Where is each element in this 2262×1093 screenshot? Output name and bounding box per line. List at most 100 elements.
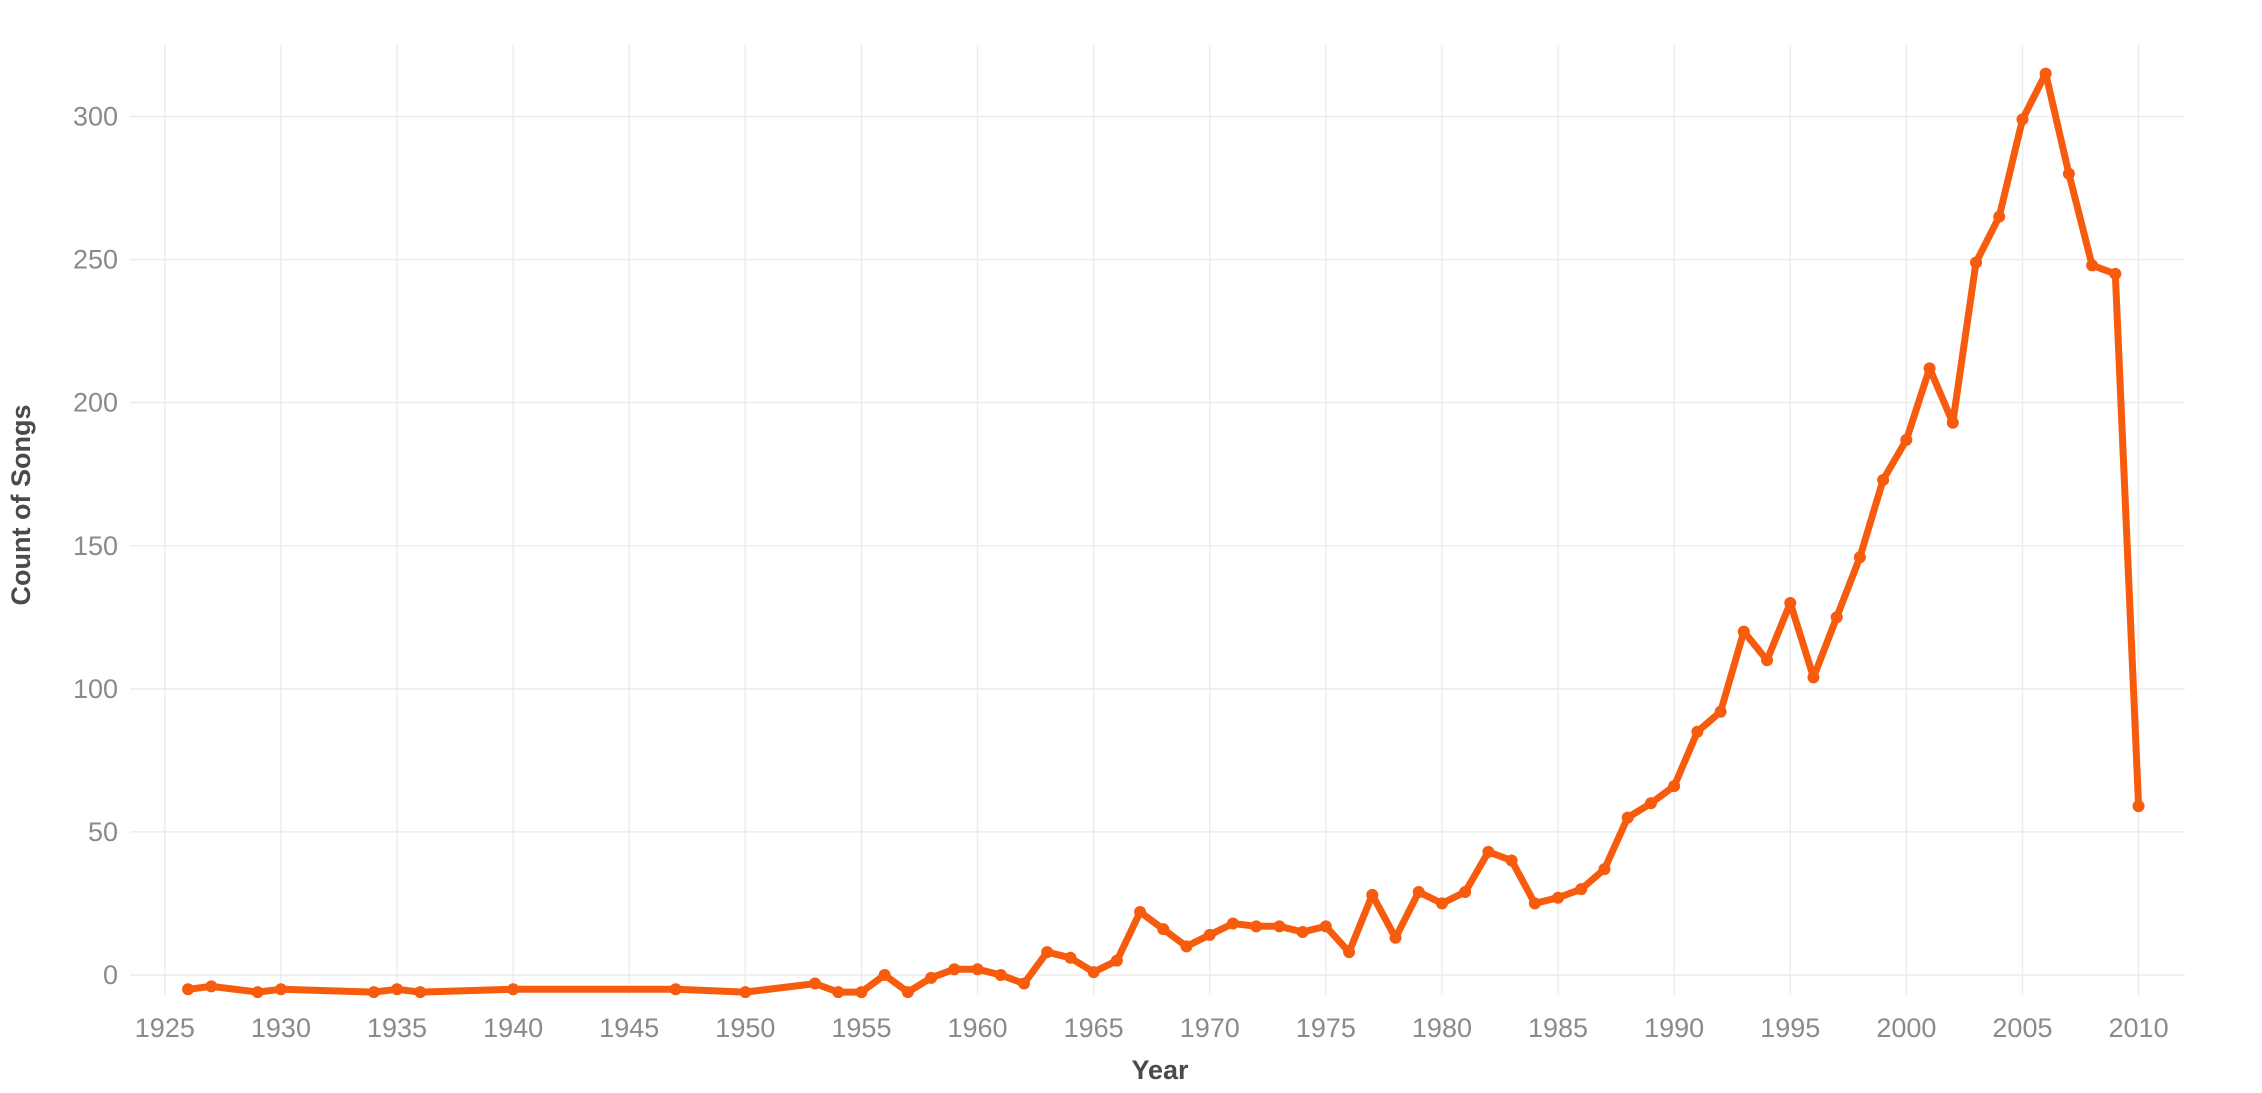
x-tick-label: 1985 bbox=[1528, 1013, 1588, 1043]
data-point bbox=[1923, 362, 1936, 375]
x-tick-label: 1975 bbox=[1296, 1013, 1356, 1043]
data-point bbox=[1552, 891, 1565, 904]
data-point bbox=[182, 983, 195, 996]
x-tick-label: 2005 bbox=[1992, 1013, 2052, 1043]
x-tick-label: 1945 bbox=[599, 1013, 659, 1043]
data-point bbox=[1296, 926, 1309, 939]
y-axis-title: Count of Songs bbox=[6, 405, 36, 606]
data-point bbox=[1505, 854, 1518, 867]
x-tick-label: 1950 bbox=[715, 1013, 775, 1043]
data-point bbox=[948, 963, 961, 976]
data-point bbox=[1041, 946, 1054, 959]
data-point bbox=[1134, 906, 1147, 919]
data-point bbox=[1993, 210, 2006, 223]
data-point bbox=[994, 968, 1007, 981]
data-point bbox=[1575, 883, 1588, 896]
x-tick-label: 1955 bbox=[831, 1013, 891, 1043]
data-point bbox=[971, 963, 984, 976]
data-point bbox=[1668, 780, 1681, 793]
x-tick-label: 1960 bbox=[948, 1013, 1008, 1043]
data-point bbox=[1343, 946, 1356, 959]
x-tick-label: 1970 bbox=[1180, 1013, 1240, 1043]
data-point bbox=[669, 983, 682, 996]
x-tick-label: 1980 bbox=[1412, 1013, 1472, 1043]
data-point bbox=[1807, 671, 1820, 684]
x-tick-label: 1935 bbox=[367, 1013, 427, 1043]
data-point bbox=[1273, 920, 1286, 933]
data-point bbox=[925, 971, 938, 984]
series-line bbox=[184, 70, 2143, 996]
y-axis-ticks: 0 50 100 150 200 250 300 bbox=[73, 102, 118, 990]
data-point bbox=[1784, 596, 1797, 609]
y-tick-label: 50 bbox=[88, 817, 118, 847]
x-tick-label: 1930 bbox=[251, 1013, 311, 1043]
data-point bbox=[1598, 863, 1611, 876]
y-tick-label: 300 bbox=[73, 102, 118, 132]
data-point bbox=[2086, 259, 2099, 272]
data-point bbox=[1017, 977, 1030, 990]
data-point bbox=[1528, 897, 1541, 910]
data-point bbox=[1737, 625, 1750, 638]
data-point bbox=[274, 983, 287, 996]
data-point bbox=[414, 986, 427, 999]
data-point bbox=[1412, 885, 1425, 898]
data-point bbox=[1877, 473, 1890, 486]
data-point bbox=[1853, 551, 1866, 564]
data-point bbox=[1970, 256, 1983, 269]
data-points bbox=[182, 67, 2145, 999]
data-point bbox=[1064, 951, 1077, 964]
data-point bbox=[1226, 917, 1239, 930]
x-tick-label: 1940 bbox=[483, 1013, 543, 1043]
data-point bbox=[1946, 416, 1959, 429]
data-point bbox=[1714, 705, 1727, 718]
data-point bbox=[2039, 67, 2052, 80]
data-point bbox=[1621, 811, 1634, 824]
data-point bbox=[2132, 800, 2145, 813]
x-axis-title: Year bbox=[1131, 1055, 1189, 1085]
data-point bbox=[1319, 920, 1332, 933]
data-point bbox=[205, 980, 218, 993]
data-point bbox=[391, 983, 404, 996]
y-tick-label: 100 bbox=[73, 674, 118, 704]
data-point bbox=[1459, 885, 1472, 898]
data-point bbox=[2109, 267, 2122, 280]
data-point bbox=[1691, 725, 1704, 738]
y-tick-label: 0 bbox=[103, 960, 118, 990]
data-point bbox=[901, 986, 914, 999]
data-point bbox=[855, 986, 868, 999]
x-axis-ticks: 1925 1930 1935 1940 1945 1950 1955 1960 1965 1970… bbox=[135, 1013, 2169, 1043]
data-point bbox=[1157, 923, 1170, 936]
data-point bbox=[1644, 797, 1657, 810]
data-point bbox=[1087, 966, 1100, 979]
x-tick-label: 2000 bbox=[1876, 1013, 1936, 1043]
data-point bbox=[1366, 888, 1379, 901]
data-point bbox=[251, 986, 264, 999]
data-point bbox=[809, 977, 821, 990]
data-point bbox=[1250, 920, 1263, 933]
data-point bbox=[1482, 845, 1495, 858]
y-tick-label: 200 bbox=[73, 388, 118, 418]
data-point bbox=[1761, 654, 1774, 667]
x-tick-label: 1965 bbox=[1064, 1013, 1124, 1043]
x-tick-label: 1995 bbox=[1760, 1013, 1820, 1043]
data-point bbox=[2016, 113, 2029, 126]
data-point bbox=[1110, 954, 1123, 967]
y-tick-label: 150 bbox=[73, 531, 118, 561]
data-point bbox=[878, 968, 891, 981]
grid-lines bbox=[130, 45, 2185, 995]
data-point bbox=[1830, 611, 1843, 624]
data-point bbox=[1389, 931, 1402, 944]
data-point bbox=[1435, 897, 1448, 910]
x-tick-label: 2010 bbox=[2109, 1013, 2169, 1043]
x-tick-label: 1925 bbox=[135, 1013, 195, 1043]
series-layer bbox=[184, 70, 2143, 996]
data-point bbox=[832, 986, 845, 999]
y-tick-label: 250 bbox=[73, 245, 118, 275]
data-point bbox=[739, 986, 752, 999]
data-point bbox=[367, 986, 380, 999]
data-point bbox=[507, 983, 520, 996]
data-point bbox=[1900, 433, 1913, 446]
data-point bbox=[1203, 928, 1216, 941]
x-tick-label: 1990 bbox=[1644, 1013, 1704, 1043]
